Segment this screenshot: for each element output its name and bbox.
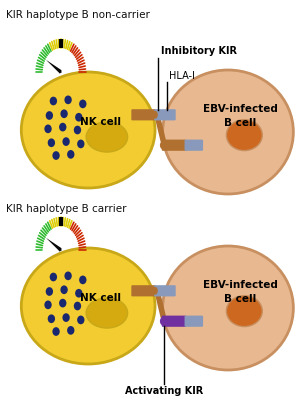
Ellipse shape (74, 126, 81, 134)
Ellipse shape (62, 137, 70, 146)
Ellipse shape (163, 70, 293, 194)
Ellipse shape (226, 296, 262, 326)
Ellipse shape (44, 124, 52, 133)
Text: Activating KIR: Activating KIR (125, 386, 203, 396)
Text: NK cell: NK cell (80, 117, 121, 127)
Polygon shape (46, 60, 62, 74)
Ellipse shape (152, 287, 158, 295)
FancyBboxPatch shape (154, 285, 176, 296)
Polygon shape (46, 238, 62, 252)
FancyBboxPatch shape (131, 109, 156, 120)
Ellipse shape (77, 140, 85, 148)
Ellipse shape (86, 298, 128, 328)
Ellipse shape (75, 113, 82, 122)
Ellipse shape (48, 314, 55, 323)
Ellipse shape (50, 97, 57, 105)
Ellipse shape (44, 300, 52, 309)
Text: KIR haplotype B non-carrier: KIR haplotype B non-carrier (6, 10, 150, 20)
FancyBboxPatch shape (162, 140, 186, 151)
Ellipse shape (59, 299, 66, 308)
Ellipse shape (52, 151, 60, 160)
Ellipse shape (226, 120, 262, 151)
Ellipse shape (21, 248, 155, 364)
Ellipse shape (62, 313, 70, 322)
Ellipse shape (160, 317, 165, 325)
Text: Inhibitory KIR: Inhibitory KIR (161, 46, 237, 56)
Ellipse shape (46, 111, 53, 120)
Ellipse shape (77, 316, 85, 324)
Ellipse shape (50, 273, 57, 281)
Ellipse shape (74, 302, 81, 310)
Ellipse shape (163, 246, 293, 370)
Ellipse shape (60, 71, 62, 73)
Ellipse shape (86, 122, 128, 152)
Ellipse shape (67, 326, 74, 335)
Ellipse shape (60, 249, 62, 251)
Ellipse shape (64, 96, 72, 104)
Ellipse shape (79, 276, 86, 284)
Ellipse shape (59, 123, 66, 132)
FancyBboxPatch shape (185, 316, 203, 327)
Ellipse shape (79, 100, 86, 108)
Ellipse shape (152, 111, 158, 119)
Text: EBV-infected
B cell: EBV-infected B cell (203, 104, 278, 128)
Ellipse shape (52, 327, 60, 336)
Text: KIR haplotype B carrier: KIR haplotype B carrier (6, 204, 126, 214)
Ellipse shape (67, 150, 74, 159)
Ellipse shape (75, 289, 82, 298)
Text: EBV-infected
B cell: EBV-infected B cell (203, 280, 278, 304)
Text: HLA-I: HLA-I (169, 71, 195, 81)
Ellipse shape (48, 138, 55, 147)
FancyBboxPatch shape (154, 109, 176, 120)
Ellipse shape (160, 141, 165, 149)
Ellipse shape (64, 272, 72, 280)
FancyBboxPatch shape (131, 285, 156, 296)
Ellipse shape (21, 72, 155, 188)
FancyBboxPatch shape (162, 316, 186, 327)
Ellipse shape (60, 110, 68, 118)
FancyBboxPatch shape (185, 140, 203, 151)
Ellipse shape (60, 286, 68, 294)
Ellipse shape (46, 287, 53, 296)
Text: NK cell: NK cell (80, 293, 121, 303)
